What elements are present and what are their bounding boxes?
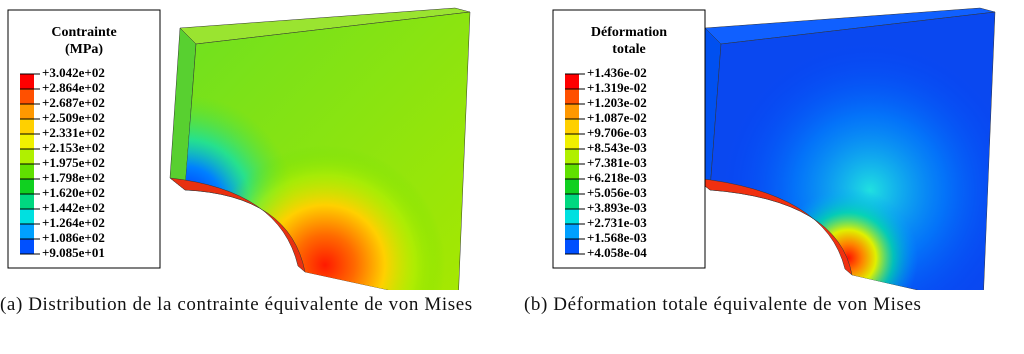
color-band [565,224,579,239]
legend-label: +1.798e+02 [42,170,105,185]
color-band [20,194,34,209]
legend-label: +1.620e+02 [42,185,105,200]
color-band [565,209,579,224]
legend-title: Déformation totale [591,25,667,57]
color-band [20,179,34,194]
color-band [20,119,34,134]
color-band [20,134,34,149]
color-band [20,239,34,254]
color-band [565,179,579,194]
legend-label: +3.893e-03 [587,200,647,215]
color-band [20,164,34,179]
legend-label: +2.153e+02 [42,140,105,155]
legend-label: +2.864e+02 [42,80,105,95]
color-band [20,89,34,104]
color-band [20,224,34,239]
legend-label: +1.203e-02 [587,95,647,110]
color-band [565,149,579,164]
color-band [565,104,579,119]
legend-label: +1.264e+02 [42,215,105,230]
legend-label: +8.543e-03 [587,140,647,155]
plate-a [169,7,471,290]
legend-label: +9.085e+01 [42,245,105,260]
legend-label: +1.568e-03 [587,230,647,245]
legend-label: +2.731e-03 [587,215,647,230]
legend-label: +9.706e-03 [587,125,647,140]
legend-label: +2.331e+02 [42,125,105,140]
color-band [565,74,579,89]
color-band [20,74,34,89]
color-band [565,89,579,104]
legend-title: Contrainte (MPa) [51,25,116,57]
legend-label: +5.056e-03 [587,185,647,200]
legend-label: +4.058e-04 [587,245,647,260]
legend-label: +1.436e-02 [587,65,647,80]
legend-label: +1.086e+02 [42,230,105,245]
legend-label: +1.442e+02 [42,200,105,215]
color-band [565,194,579,209]
color-band [20,209,34,224]
color-band [565,119,579,134]
color-band [20,149,34,164]
color-band [565,164,579,179]
color-band [20,104,34,119]
legend-label: +2.509e+02 [42,110,105,125]
legend: Contrainte (MPa) +3.042e+02+2.864e+02+2.68… [7,9,161,269]
legend-label: +1.975e+02 [42,155,105,170]
legend-label: +3.042e+02 [42,65,105,80]
legend-label: +1.087e-02 [587,110,647,125]
color-band [565,239,579,254]
color-band [565,134,579,149]
plate-b [694,7,996,290]
legend: Déformation totale+1.436e-02+1.319e-02+1.… [552,9,706,269]
caption: (a) Distribution de la contrainte équiva… [0,294,473,315]
figure: Contrainte (MPa) +3.042e+02+2.864e+02+2.68… [7,7,996,290]
legend-label: +2.687e+02 [42,95,105,110]
legend-label: +6.218e-03 [587,170,647,185]
caption: (b) Déformation totale équivalente de vo… [524,294,922,315]
legend-label: +1.319e-02 [587,80,647,95]
legend-label: +7.381e-03 [587,155,647,170]
